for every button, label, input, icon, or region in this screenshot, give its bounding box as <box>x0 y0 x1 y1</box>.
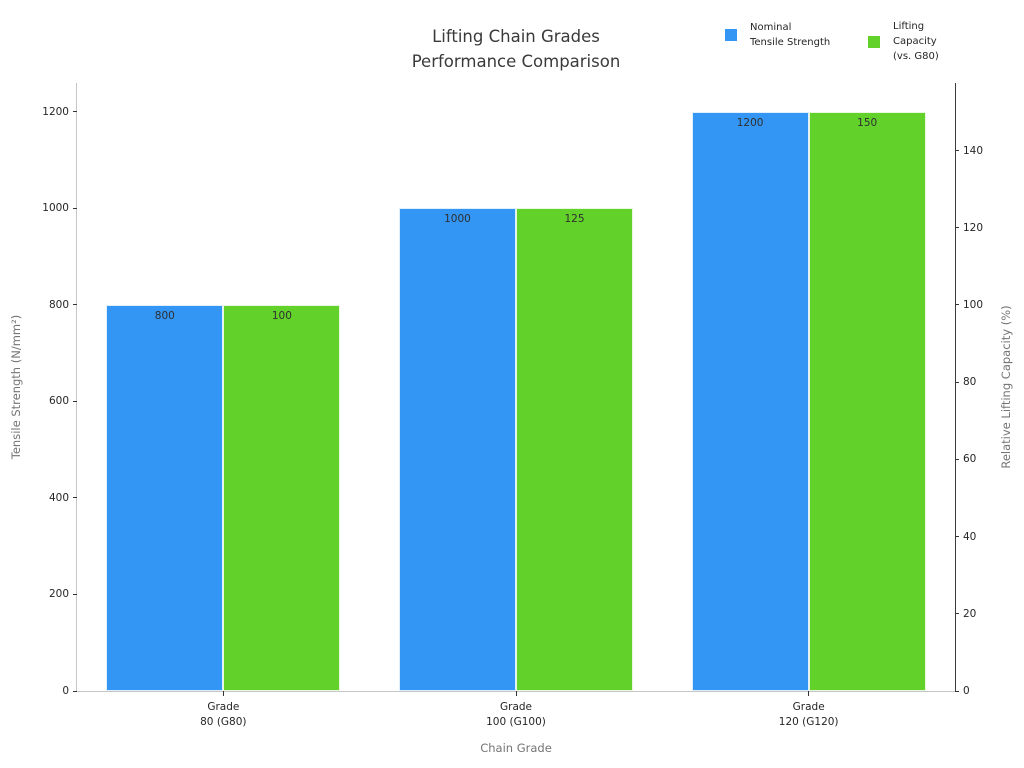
y-tick-label-right-60: 60 <box>963 453 977 466</box>
left-axis-spine <box>76 83 77 691</box>
y-tick-mark-right-0 <box>955 690 959 692</box>
x-tick-mark-grade-80-g80 <box>222 691 224 696</box>
y-tick-label-left-1000: 1000 <box>42 202 69 215</box>
bar-value-nominal-tensile-strength-grade-80-g80: 800 <box>154 309 175 322</box>
bar-value-lifting-capacity-vs-g80-grade-80-g80: 100 <box>271 309 292 322</box>
bar-value-lifting-capacity-vs-g80-grade-100-g100: 125 <box>564 213 585 226</box>
y-tick-mark-right-40 <box>955 536 959 538</box>
y-tick-mark-right-80 <box>955 381 959 383</box>
bar-nominal-tensile-strength-grade-100-g100 <box>398 208 516 691</box>
chart-title: Lifting Chain Grades Performance Compari… <box>411 27 621 71</box>
y-axis-label-left: Tensile Strength (N/mm²) <box>9 314 23 460</box>
y-tick-mark-left-200 <box>73 593 77 595</box>
y-tick-label-left-1200: 1200 <box>42 105 69 118</box>
x-tick-label-grade-80-g80: Grade 80 (G80) <box>200 701 247 728</box>
y-tick-mark-right-60 <box>955 458 959 460</box>
y-tick-label-left-600: 600 <box>48 395 69 408</box>
legend-item-tensile-strength: Nominal Tensile Strength <box>725 20 830 50</box>
y-tick-label-right-100: 100 <box>963 298 984 311</box>
y-tick-mark-left-1200 <box>73 111 77 113</box>
y-tick-label-right-0: 0 <box>963 685 970 697</box>
y-tick-label-left-800: 800 <box>48 298 69 311</box>
y-tick-label-right-40: 40 <box>963 530 977 543</box>
bar-lifting-capacity-vs-g80-grade-120-g120 <box>808 111 926 691</box>
legend-swatch-lifting-capacity-icon <box>868 35 880 48</box>
x-axis-label: Chain Grade <box>480 741 552 755</box>
y-tick-mark-left-800 <box>73 304 77 306</box>
y-tick-label-right-120: 120 <box>963 221 984 234</box>
y-tick-label-left-0: 0 <box>62 685 69 697</box>
y-tick-label-right-80: 80 <box>963 376 977 389</box>
x-tick-mark-grade-120-g120 <box>808 691 810 696</box>
legend-swatch-tensile-strength-icon <box>725 29 737 41</box>
y-tick-mark-right-20 <box>955 613 959 615</box>
legend-label-lifting-capacity: Lifting Capacity (vs. G80) <box>893 21 939 62</box>
legend-item-lifting-capacity: Lifting Capacity (vs. G80) <box>868 19 939 64</box>
y-tick-label-left-400: 400 <box>48 491 69 504</box>
y-tick-mark-right-140 <box>955 150 959 152</box>
y-tick-mark-right-100 <box>955 304 959 306</box>
right-axis-spine <box>955 83 956 691</box>
plot-area: 0 200 400 600 800 1000 1200 0 20 40 60 80 100 120 140 G… <box>42 83 983 728</box>
bar-lifting-capacity-vs-g80-grade-80-g80 <box>223 304 341 691</box>
bar-value-nominal-tensile-strength-grade-100-g100: 1000 <box>444 213 471 226</box>
x-tick-mark-grade-100-g100 <box>515 691 517 696</box>
legend-label-tensile-strength: Nominal Tensile Strength <box>750 22 831 48</box>
y-tick-label-left-200: 200 <box>48 588 69 601</box>
x-tick-label-grade-100-g100: Grade 100 (G100) <box>486 701 546 728</box>
y-tick-label-right-140: 140 <box>963 144 984 157</box>
bar-value-nominal-tensile-strength-grade-120-g120: 1200 <box>736 116 764 129</box>
bar-nominal-tensile-strength-grade-120-g120 <box>691 111 809 691</box>
y-tick-mark-left-600 <box>73 400 77 402</box>
y-tick-label-right-20: 20 <box>963 607 977 620</box>
bar-nominal-tensile-strength-grade-80-g80 <box>106 304 224 691</box>
y-tick-mark-left-1000 <box>73 207 77 209</box>
y-tick-mark-right-120 <box>955 227 959 229</box>
y-tick-mark-left-400 <box>73 497 77 499</box>
bar-value-lifting-capacity-vs-g80-grade-120-g120: 150 <box>857 116 878 129</box>
y-axis-label-right: Relative Lifting Capacity (%) <box>999 305 1013 469</box>
y-tick-mark-left-0 <box>73 690 77 692</box>
bar-lifting-capacity-vs-g80-grade-100-g100 <box>516 208 634 691</box>
x-tick-label-grade-120-g120: Grade 120 (G120) <box>778 701 839 728</box>
